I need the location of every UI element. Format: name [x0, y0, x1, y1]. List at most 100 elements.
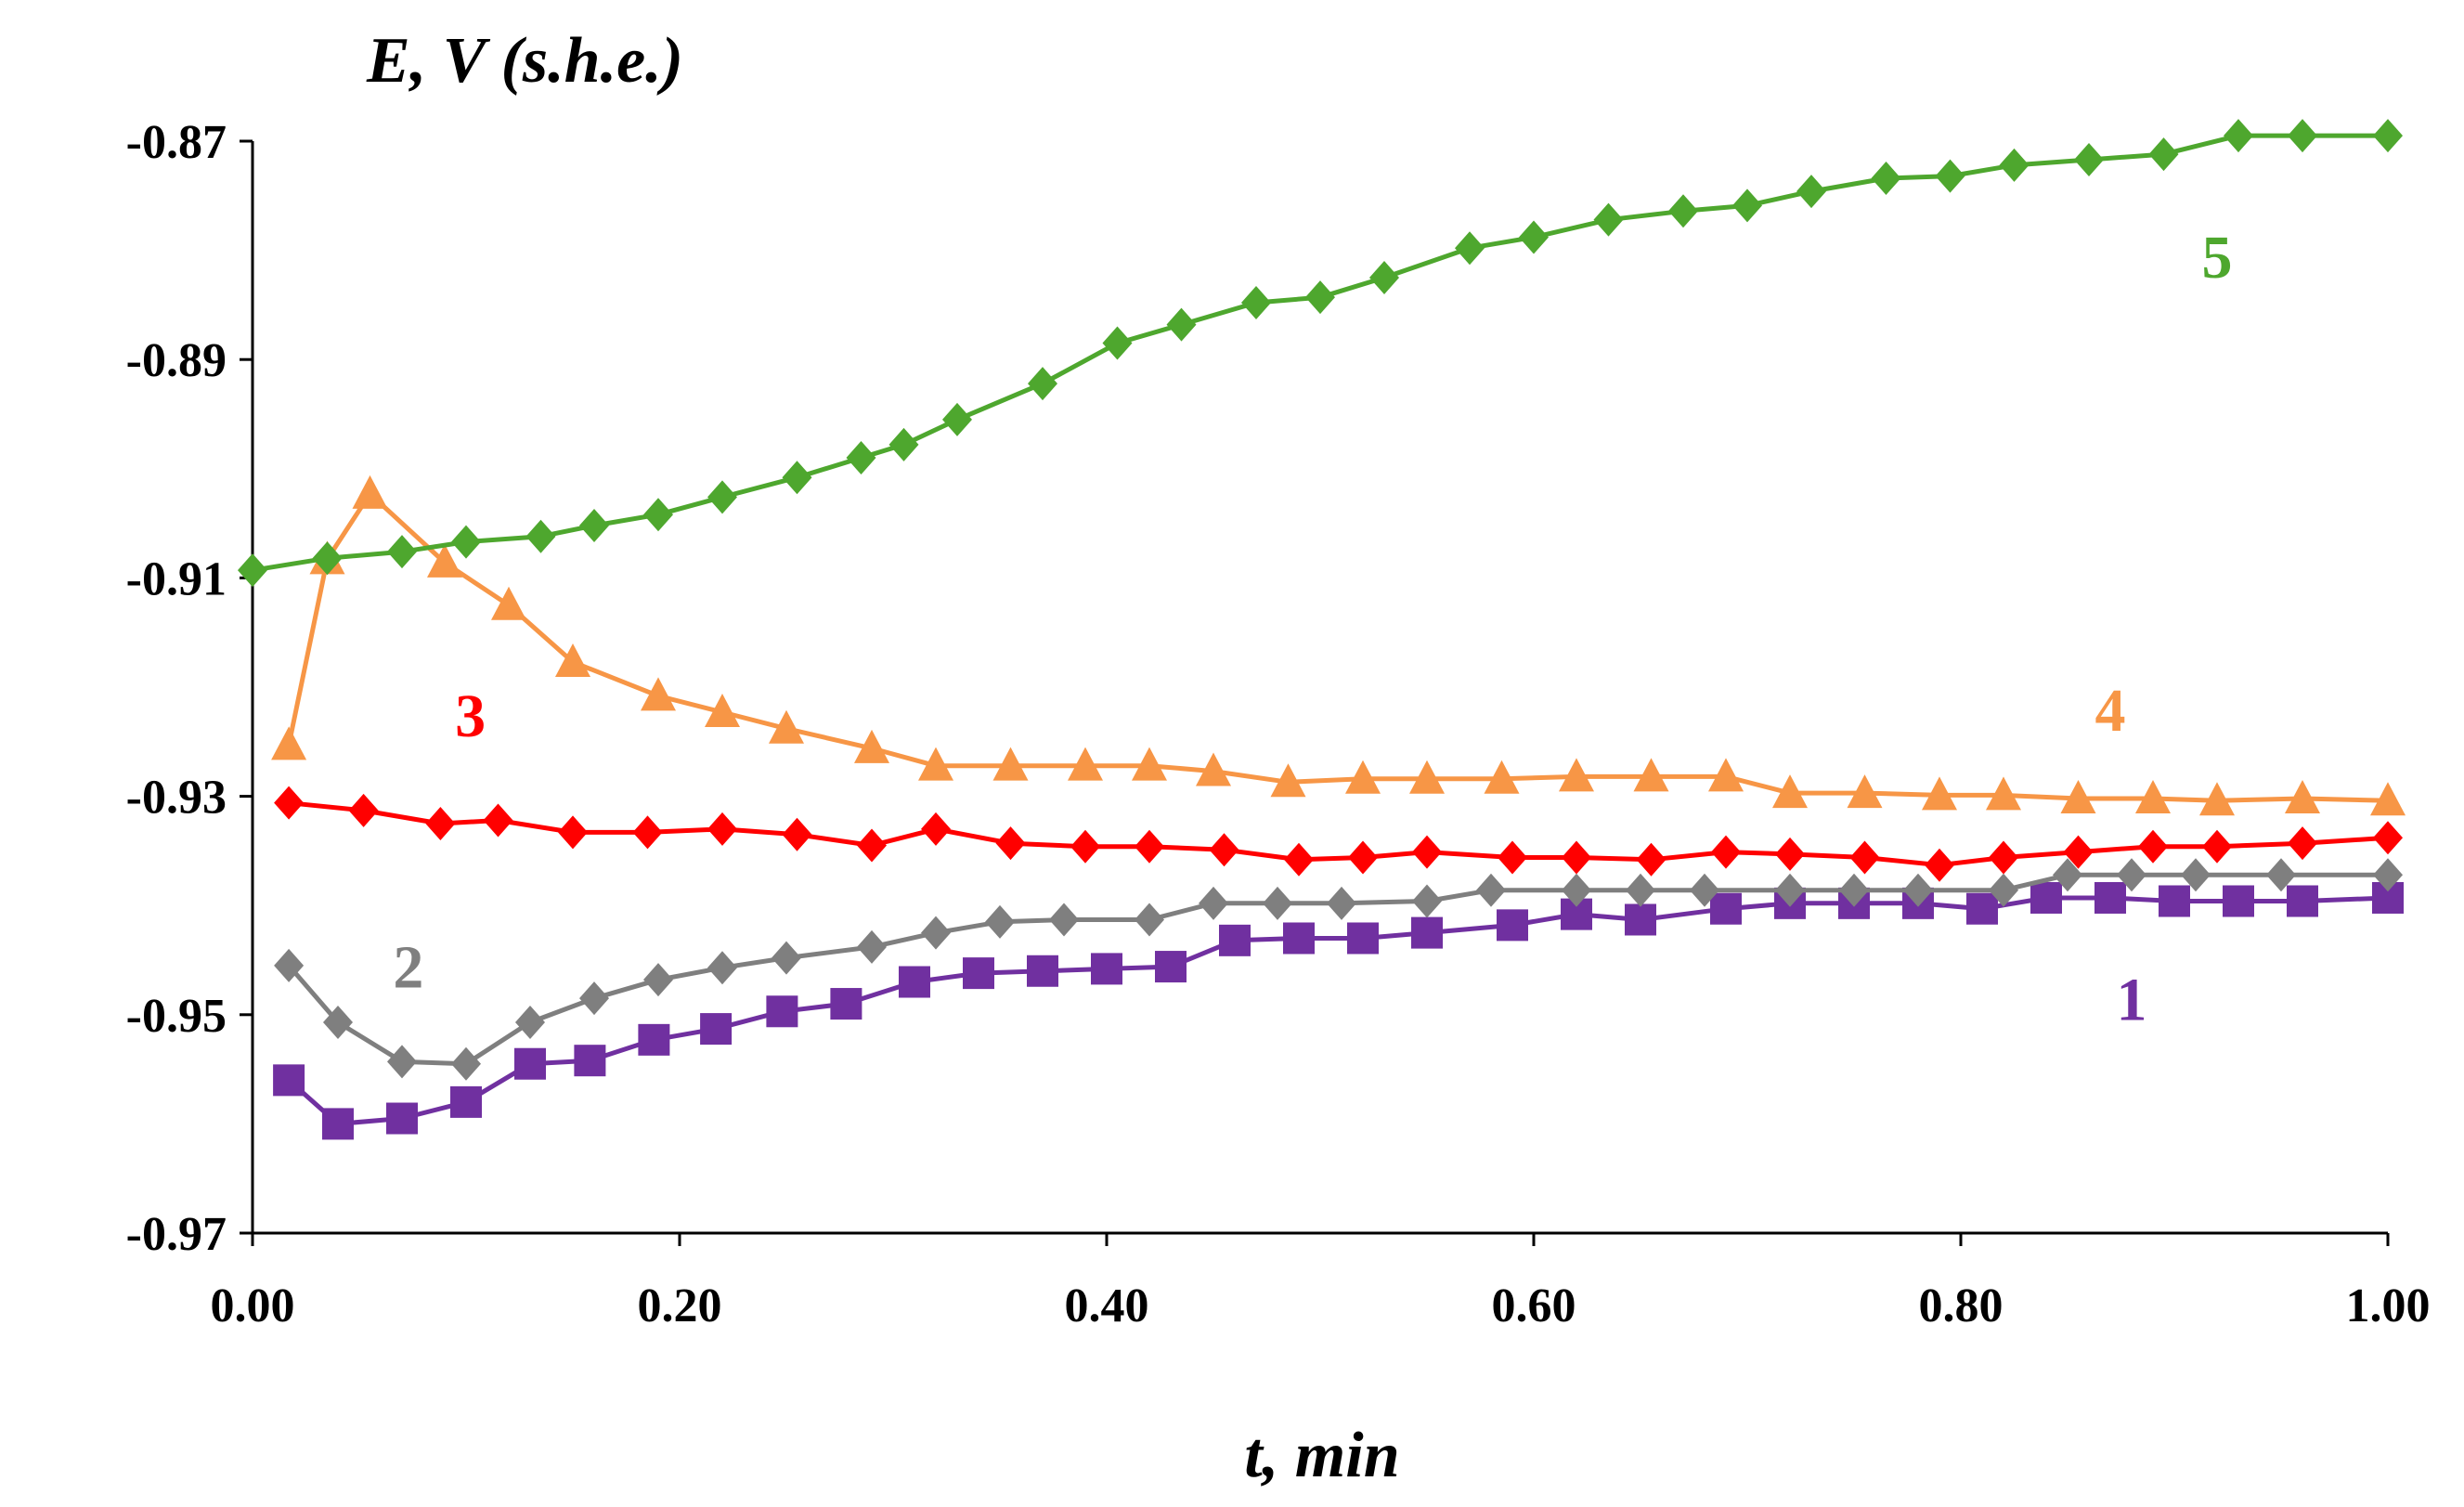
data-point — [782, 461, 812, 495]
x-tick-label: 0.00 — [211, 1280, 295, 1332]
series-label-3: 3 — [455, 682, 486, 750]
data-point — [1209, 833, 1239, 867]
series-3 — [274, 786, 2403, 882]
data-point — [1412, 835, 1442, 869]
x-axis-title: t, min — [1244, 1420, 1399, 1491]
series-4-line — [286, 491, 2389, 803]
axes — [251, 141, 2388, 1235]
data-point — [1986, 776, 2021, 811]
data-point — [1348, 840, 1378, 875]
data-point — [700, 1013, 733, 1046]
data-point — [1498, 840, 1527, 875]
data-point — [1839, 873, 1869, 907]
data-point — [1497, 909, 1528, 942]
y-tick-label: -0.95 — [126, 990, 227, 1043]
series-1-line — [287, 895, 2389, 1126]
data-point — [451, 525, 481, 559]
data-point — [766, 995, 798, 1028]
data-point — [2223, 885, 2254, 917]
data-point — [2202, 829, 2232, 864]
series-label-5: 5 — [2202, 224, 2233, 292]
data-point — [491, 586, 526, 620]
data-point — [1135, 829, 1164, 864]
data-point — [1369, 261, 1399, 294]
series-5-line — [252, 133, 2388, 573]
data-point — [2135, 779, 2171, 813]
data-point — [555, 643, 590, 677]
data-point — [1710, 892, 1742, 925]
data-point — [2373, 821, 2403, 855]
data-point — [1690, 873, 1719, 907]
data-point — [1345, 760, 1381, 794]
data-point — [782, 817, 812, 851]
data-point — [992, 747, 1029, 781]
data-point — [643, 963, 673, 997]
data-point — [2060, 779, 2096, 813]
data-point — [425, 807, 456, 840]
data-point — [1484, 760, 1520, 794]
data-point — [846, 441, 876, 475]
y-tick-label: -0.89 — [126, 334, 227, 387]
y-tick-label: -0.87 — [126, 116, 227, 169]
data-point — [1989, 840, 2018, 875]
data-point — [322, 1108, 354, 1140]
data-point — [2288, 119, 2317, 153]
data-point — [1284, 842, 1314, 877]
data-point — [1155, 951, 1187, 983]
data-point — [995, 826, 1026, 861]
data-point — [2053, 858, 2082, 892]
data-point — [1455, 231, 1485, 266]
data-point — [2148, 137, 2179, 172]
data-point — [1796, 175, 1826, 209]
data-point — [963, 957, 994, 990]
data-point — [323, 1006, 353, 1040]
data-point — [352, 474, 388, 509]
data-point — [1411, 916, 1443, 949]
data-point — [1263, 886, 1292, 920]
data-point — [387, 1045, 417, 1079]
data-point — [1625, 903, 1656, 936]
data-point — [772, 941, 801, 975]
data-point — [985, 904, 1015, 939]
data-point — [2224, 119, 2253, 153]
data-point — [1166, 307, 1197, 342]
ticks — [240, 139, 2390, 1246]
data-point — [1559, 758, 1594, 792]
x-tick-label: 0.60 — [1492, 1280, 1576, 1332]
data-point — [1593, 202, 1624, 237]
y-axis-title: E, V (s.h.e.) — [366, 25, 683, 97]
data-point — [2266, 858, 2296, 892]
data-point — [1091, 953, 1122, 985]
x-tick-label: 1.00 — [2346, 1280, 2431, 1332]
series-5 — [238, 119, 2403, 588]
data-point — [1068, 747, 1103, 781]
data-point — [1199, 886, 1228, 920]
data-point — [857, 828, 887, 863]
data-point — [643, 498, 673, 532]
data-point — [1196, 752, 1231, 786]
data-point — [450, 1085, 482, 1118]
data-point — [1409, 760, 1445, 794]
data-point — [483, 803, 513, 838]
data-point — [638, 1023, 670, 1056]
data-point — [1327, 886, 1356, 920]
data-point — [2074, 142, 2104, 176]
data-point — [2285, 779, 2320, 813]
data-point — [632, 815, 663, 850]
data-point — [2288, 826, 2317, 861]
series-layer — [238, 119, 2406, 1140]
data-point — [514, 1047, 546, 1080]
data-point — [451, 1046, 481, 1081]
x-tick-label: 0.80 — [1919, 1280, 2004, 1332]
data-point — [2159, 885, 2190, 917]
data-point — [271, 726, 307, 760]
data-point — [1847, 774, 1883, 809]
data-point — [348, 793, 379, 827]
y-tick-label: -0.97 — [126, 1208, 227, 1261]
data-point — [1636, 842, 1666, 877]
data-point — [1070, 829, 1100, 864]
data-point — [705, 694, 740, 728]
data-point — [707, 480, 737, 514]
data-point — [1922, 776, 1957, 811]
data-point — [1283, 922, 1315, 955]
